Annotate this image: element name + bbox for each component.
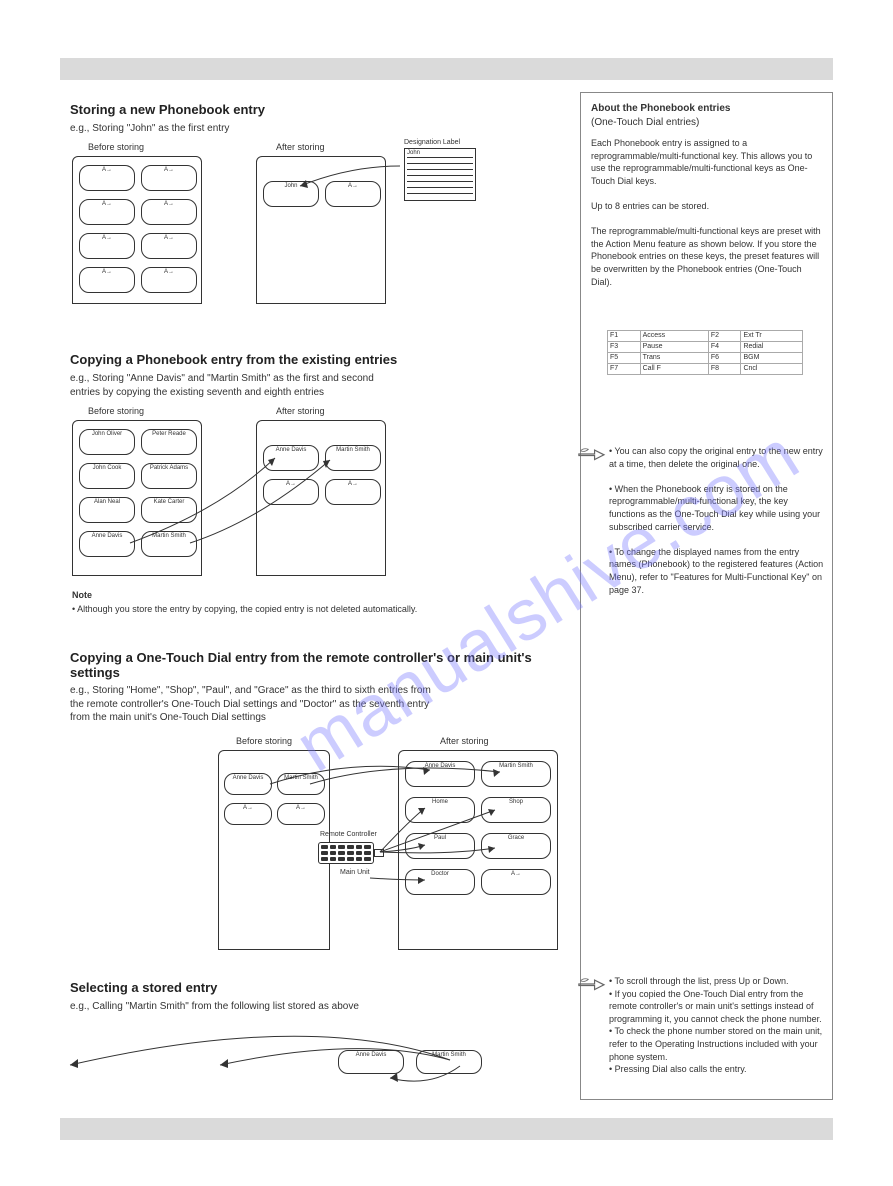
panel-copy-left: John Oliver Peter Reade John Cook Patric… [72, 420, 202, 576]
btn: A→ [141, 165, 197, 191]
before-caption-3: Before storing [236, 736, 292, 748]
sidebar-hand1-text: • You can also copy the original entry t… [609, 445, 825, 596]
sidebar: About the Phonebook entries (One-Touch D… [580, 92, 833, 1100]
btn: Kate Carter [141, 497, 197, 523]
btn: Anne Davis [263, 445, 319, 471]
sidebar-heading-1b: (One-Touch Dial entries) [591, 117, 699, 128]
btn: A→ [141, 199, 197, 225]
btn: Martin Smith [481, 761, 551, 787]
section-new-sub: e.g., Storing "John" as the first entry [70, 122, 229, 136]
btn: Anne Davis [79, 531, 135, 557]
footer-bar [60, 1118, 833, 1140]
section-new-title: Storing a new Phonebook entry [70, 102, 265, 117]
btn: A→ [481, 869, 551, 895]
pointing-hand-icon [577, 973, 609, 995]
btn: Alan Neal [79, 497, 135, 523]
designation-sheet: John [404, 148, 476, 201]
btn: Paul [405, 833, 475, 859]
btn: John Cook [79, 463, 135, 489]
panel-new-right: John A→ [256, 156, 386, 304]
sheet-label: Designation Label [404, 138, 460, 147]
btn: A→ [277, 803, 325, 825]
btn: A→ [325, 181, 381, 207]
btn: A→ [79, 267, 135, 293]
mainunit-caption: Main Unit [340, 868, 370, 877]
btn: A→ [263, 479, 319, 505]
section-select-sub: e.g., Calling "Martin Smith" from the fo… [70, 1000, 359, 1014]
btn: Martin Smith [325, 445, 381, 471]
select-btn-right: Martin Smith [416, 1050, 482, 1074]
btn: A→ [325, 479, 381, 505]
btn: Peter Reade [141, 429, 197, 455]
panel-remote-left: Anne Davis Martin Smith A→ A→ [218, 750, 330, 950]
btn: Grace [481, 833, 551, 859]
btn: A→ [224, 803, 272, 825]
before-caption-1: Before storing [88, 142, 144, 154]
btn: Martin Smith [277, 773, 325, 795]
btn: Patrick Adams [141, 463, 197, 489]
btn: Shop [481, 797, 551, 823]
btn: Home [405, 797, 475, 823]
section-remote-sub: e.g., Storing "Home", "Shop", "Paul", an… [70, 684, 431, 725]
sidebar-kv: F1AccessF2Ext Tr F3PauseF4Redial F5Trans… [605, 329, 805, 376]
header-bar [60, 58, 833, 80]
remote-icon [318, 842, 374, 864]
after-caption-2: After storing [276, 406, 325, 418]
btn: Anne Davis [224, 773, 272, 795]
btn: A→ [141, 233, 197, 259]
btn-john: John [263, 181, 319, 207]
btn: Doctor [405, 869, 475, 895]
after-caption-1: After storing [276, 142, 325, 154]
section-copy-title: Copying a Phonebook entry from the exist… [70, 352, 397, 367]
section-select-title: Selecting a stored entry [70, 980, 217, 995]
btn: A→ [141, 267, 197, 293]
btn: Anne Davis [405, 761, 475, 787]
btn: Martin Smith [141, 531, 197, 557]
btn: A→ [79, 199, 135, 225]
btn: A→ [79, 165, 135, 191]
remote-caption: Remote Controller [320, 830, 377, 839]
note-title: Note [72, 590, 92, 602]
section-remote-title: Copying a One-Touch Dial entry from the … [70, 650, 560, 680]
panel-new-left: A→ A→ A→ A→ A→ A→ A→ A→ [72, 156, 202, 304]
select-btn-left: Anne Davis [338, 1050, 404, 1074]
sidebar-text-1: Each Phonebook entry is assigned to a re… [591, 137, 823, 288]
remote-tail [374, 849, 384, 857]
sidebar-heading-1: About the Phonebook entries [591, 103, 730, 114]
before-caption-2: Before storing [88, 406, 144, 418]
sheet-row: John [407, 150, 473, 157]
sidebar-hand2-text: • To scroll through the list, press Up o… [609, 975, 825, 1076]
btn: A→ [79, 233, 135, 259]
panel-remote-right: Anne Davis Martin Smith Home Shop Paul G… [398, 750, 558, 950]
btn: John Oliver [79, 429, 135, 455]
panel-copy-right: Anne Davis Martin Smith A→ A→ [256, 420, 386, 576]
pointing-hand-icon [577, 443, 609, 465]
after-caption-3: After storing [440, 736, 489, 748]
note-text: • Although you store the entry by copyin… [72, 604, 532, 616]
section-copy-sub: e.g., Storing "Anne Davis" and "Martin S… [70, 372, 374, 399]
